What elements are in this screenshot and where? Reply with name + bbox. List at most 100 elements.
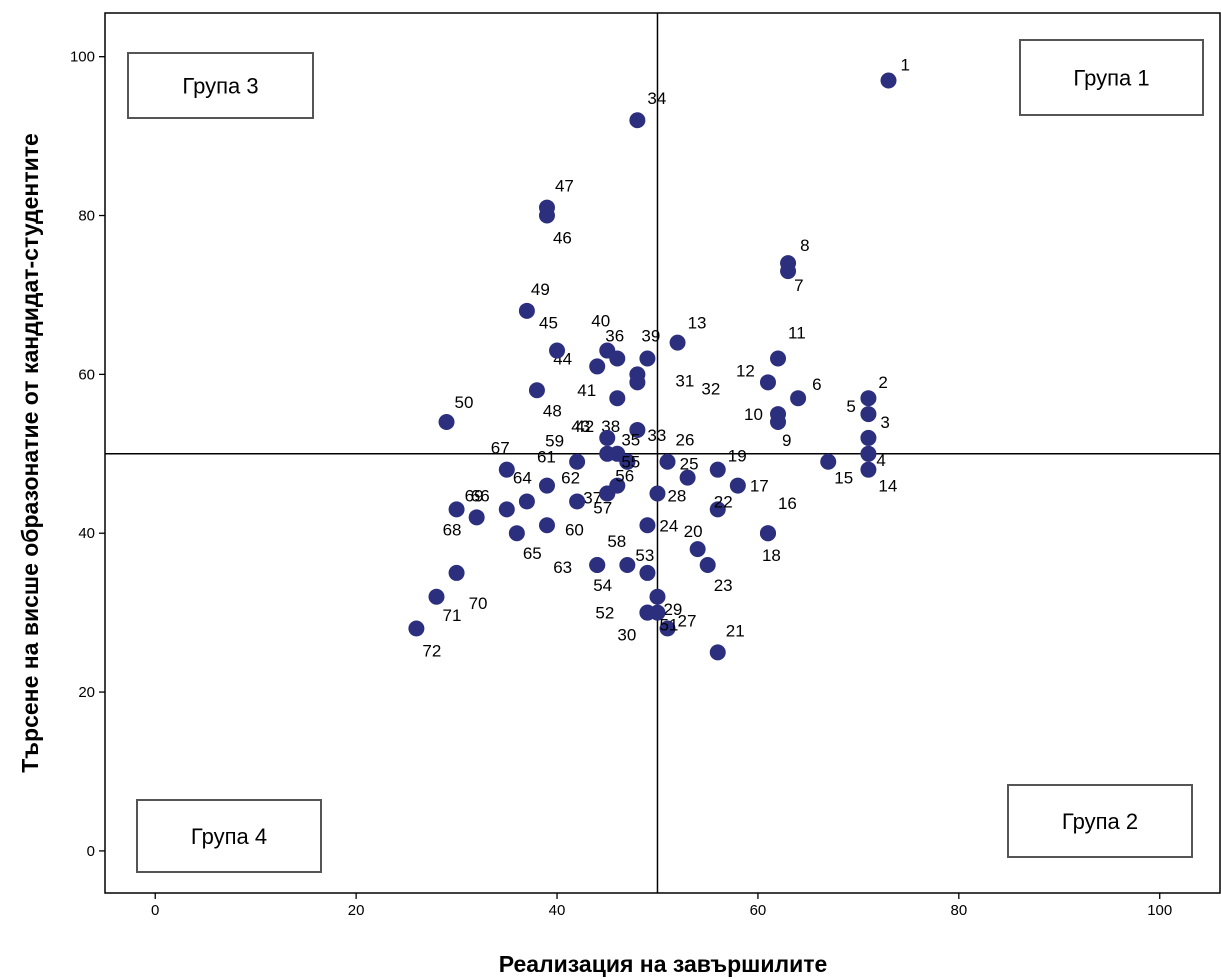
x-tick-label: 0 [151,902,159,919]
group-labels: Група 1 Група 2 Група 3 Група 4 [127,39,1204,873]
data-point [649,588,666,605]
data-point-label: 26 [676,431,695,450]
data-point-label: 51 [659,616,678,635]
data-point [589,556,606,573]
data-point [780,255,797,272]
data-point [599,429,616,446]
group-label: Група 3 [182,74,258,99]
data-point [729,477,746,494]
x-tick-label: 60 [750,902,767,919]
data-point-label: 17 [750,477,769,496]
data-point [790,390,807,407]
data-point [438,414,455,431]
data-point-label: 24 [659,516,678,535]
data-point-label: 64 [513,468,532,487]
data-point-label: 53 [635,546,654,565]
data-point [619,556,636,573]
data-point-label: 66 [471,486,490,505]
data-point [589,358,606,375]
data-point [679,469,696,486]
data-point-label: 65 [523,544,542,563]
y-tick-label: 100 [70,49,95,66]
data-point [569,453,586,470]
data-point [528,382,545,399]
data-point-label: 71 [442,606,461,625]
data-point [759,525,776,542]
data-point-label: 48 [543,401,562,420]
data-point-label: 52 [595,604,614,623]
data-point-label: 3 [880,413,889,432]
data-point [599,485,616,502]
group-box [127,52,314,119]
data-point-label: 4 [876,451,885,470]
data-point [860,461,877,478]
group-label: Група 4 [191,824,267,849]
x-tick-label: 20 [348,902,365,919]
data-point-label: 15 [834,469,853,488]
data-point-label: 8 [800,236,809,255]
data-point-label: 19 [728,447,747,466]
data-point [709,644,726,661]
data-point [619,453,636,470]
data-point [759,374,776,391]
group-label: Група 1 [1073,66,1149,91]
x-axis-title: Реализация на завършилите [499,951,828,977]
data-point-label: 45 [539,314,558,333]
data-point [498,461,515,478]
data-point-label: 41 [577,381,596,400]
data-point-label: 14 [878,477,897,496]
data-point-label: 43 [571,417,590,436]
data-point [428,588,445,605]
data-point-label: 57 [593,499,612,518]
data-point [538,517,555,534]
data-point-label: 7 [794,276,803,295]
data-point [770,406,787,423]
data-point-label: 67 [491,439,510,458]
data-point-label: 2 [878,373,887,392]
data-point-label: 11 [788,323,806,342]
data-point [629,374,646,391]
data-point-label: 30 [617,626,636,645]
axis-ticks: 0 20 40 60 80 100 0 20 40 60 80 100 [70,49,1172,919]
data-point-label: 23 [714,576,733,595]
data-point [639,604,656,621]
data-point [689,541,706,558]
data-point-label: 46 [553,229,572,248]
data-point [498,501,515,518]
data-point [669,334,686,351]
data-point [860,445,877,462]
data-point [518,302,535,319]
group-box [1007,784,1193,858]
data-point [820,453,837,470]
data-point-label: 22 [714,492,733,511]
data-point-label: 10 [744,405,763,424]
data-point [659,453,676,470]
data-point [538,199,555,216]
data-point [639,564,656,581]
data-point [629,112,646,129]
data-point-label: 37 [583,489,602,508]
data-point [639,350,656,367]
y-tick-label: 60 [78,366,95,383]
x-tick-label: 100 [1147,902,1172,919]
data-point-label: 68 [443,520,462,539]
plot-frame [104,12,1221,894]
data-points: 1234567891011121314151617181920212223242… [408,56,910,661]
group-box [136,799,322,873]
data-point [649,485,666,502]
data-point [538,477,555,494]
data-point-label: 42 [575,417,594,436]
y-tick-label: 80 [78,208,95,225]
data-point-label: 34 [647,89,666,108]
data-point-label: 55 [621,453,640,472]
data-point-label: 5 [846,397,855,416]
data-point [569,493,586,510]
y-tick-label: 0 [87,843,95,860]
data-point [408,620,425,637]
y-tick-label: 40 [78,525,95,542]
data-point-label: 32 [701,379,720,398]
data-point-label: 47 [555,177,574,196]
data-point [629,421,646,438]
data-point [518,493,535,510]
